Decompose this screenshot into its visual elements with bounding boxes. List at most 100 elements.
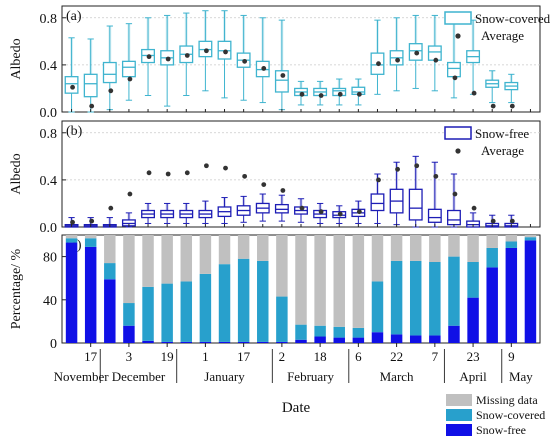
mean-point — [414, 50, 420, 56]
mean-point — [337, 91, 343, 97]
bar-snow-free — [371, 332, 384, 343]
bar-missing-data — [180, 235, 193, 282]
y-axis-label: Albedo — [9, 153, 24, 194]
x-tick-label: 17 — [237, 349, 251, 364]
y-tick-label: 0.8 — [40, 12, 58, 27]
y-tick-label: 0.4 — [40, 59, 58, 74]
mean-point — [165, 171, 171, 177]
outlier-band — [318, 81, 322, 89]
bar-snow-covered — [505, 241, 518, 248]
bar-missing-data — [352, 235, 365, 328]
outlier-band — [452, 20, 456, 63]
bar-snow-free — [314, 336, 326, 343]
box — [102, 61, 117, 84]
mean-point — [356, 209, 362, 215]
month-label: December — [112, 369, 166, 384]
bar-snow-covered — [409, 260, 422, 336]
legend-label: Snow-covered — [476, 408, 545, 422]
x-tick-label: 22 — [390, 349, 403, 364]
legend-swatch — [446, 424, 472, 436]
month-label: March — [380, 369, 414, 384]
bar-snow-covered — [390, 260, 403, 335]
bar-snow-free — [448, 325, 460, 343]
bar-missing-data — [84, 235, 97, 239]
bar-missing-data — [218, 235, 231, 265]
legend-mean-swatch — [455, 33, 461, 39]
mean-point — [127, 76, 133, 82]
outlier-band — [203, 10, 207, 42]
mean-point — [184, 53, 190, 58]
outlier-band — [471, 20, 475, 51]
legend-mean-swatch — [455, 148, 461, 154]
bar-missing-data — [524, 235, 537, 238]
y-axis-label: Percentage/ % — [9, 248, 24, 329]
outlier-band — [261, 194, 265, 204]
bar-snow-covered — [371, 281, 384, 333]
legend-box-swatch — [444, 126, 472, 140]
outlier-band — [108, 26, 112, 63]
outlier-band — [184, 203, 188, 211]
outlier-band — [299, 198, 303, 207]
mean-point — [471, 90, 477, 96]
legend-swatch — [446, 409, 472, 421]
mean-point — [242, 173, 248, 179]
mean-point — [433, 57, 439, 63]
legend-mean-label: Average — [481, 28, 524, 43]
bar-snow-free — [84, 246, 97, 343]
bar-snow-free — [199, 341, 212, 343]
box — [83, 73, 98, 98]
bar-snow-covered — [161, 283, 173, 342]
mean-point — [70, 84, 75, 90]
bar-snow-covered — [276, 296, 288, 342]
bar-snow-covered — [65, 238, 78, 243]
bar-snow-free — [237, 341, 250, 343]
box — [121, 60, 136, 78]
outlier-band — [471, 212, 475, 222]
bar-snow-free — [161, 341, 173, 343]
y-tick-label: 0.0 — [40, 106, 58, 121]
mean-point — [70, 219, 75, 225]
y-tick-label: 80 — [43, 251, 57, 266]
mean-point — [452, 75, 458, 81]
bar-missing-data — [390, 235, 403, 261]
x-tick-label: 18 — [314, 349, 327, 364]
bar-missing-data — [409, 235, 422, 261]
outlier-band — [89, 38, 93, 75]
mean-point — [395, 166, 400, 172]
y-tick-label: 0.0 — [40, 221, 58, 236]
legend-box-label: Snow-free — [475, 126, 529, 141]
bar-snow-covered — [486, 247, 498, 268]
bar-missing-data — [257, 235, 269, 261]
x-tick-label: 19 — [161, 349, 174, 364]
bar-missing-data — [142, 235, 154, 287]
box — [64, 76, 79, 94]
outlier-band — [395, 17, 399, 51]
bar-snow-free — [333, 337, 345, 343]
mean-point — [280, 188, 286, 193]
outlier-band — [165, 203, 169, 211]
mean-point — [108, 205, 114, 211]
mean-point — [261, 66, 267, 71]
bar-snow-free — [505, 247, 518, 343]
mean-point — [318, 93, 324, 98]
mean-point — [184, 170, 190, 176]
x-tick-label: 23 — [467, 349, 480, 364]
outlier-band — [223, 10, 227, 42]
bar-missing-data — [314, 235, 326, 326]
outlier-band — [223, 197, 227, 207]
mean-point — [490, 218, 496, 224]
panel-label: (b) — [66, 124, 83, 139]
outlier-band — [395, 162, 399, 190]
bar-snow-free — [65, 242, 78, 343]
bar-missing-data — [123, 235, 135, 304]
mean-point — [165, 56, 171, 62]
bar-snow-covered — [84, 238, 97, 247]
mean-point — [223, 49, 228, 55]
outlier-band — [70, 37, 74, 77]
mean-point — [356, 91, 362, 97]
x-tick-label: 17 — [84, 349, 98, 364]
mean-point — [509, 103, 515, 109]
bar-snow-free — [180, 341, 193, 343]
bar-snow-covered — [180, 281, 193, 342]
bar-snow-covered — [104, 263, 116, 280]
